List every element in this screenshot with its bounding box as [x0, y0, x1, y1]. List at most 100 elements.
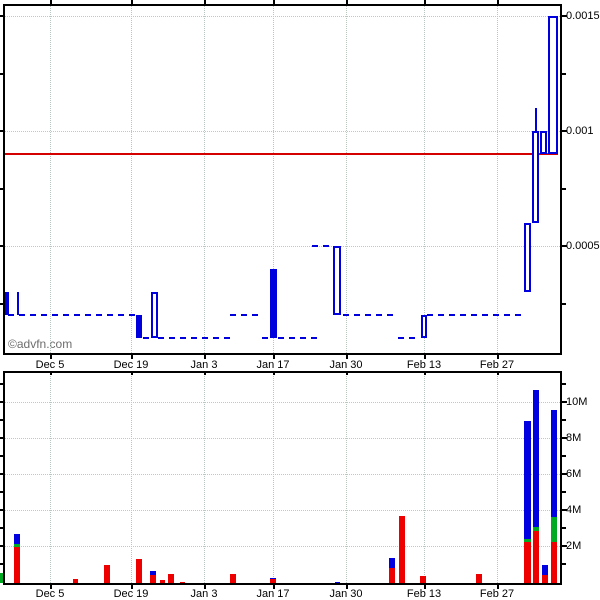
x-axis-tick — [273, 585, 275, 589]
price-vertical-gridline — [424, 6, 425, 353]
volume-bar-segment-red — [150, 574, 156, 583]
y-axis-tick — [562, 545, 567, 547]
volume-bar-segment-green — [550, 517, 557, 542]
y-axis-minor-tick — [0, 187, 3, 190]
volume-bar-segment-red — [550, 541, 557, 583]
volume-x-axis-label: Dec 5 — [35, 588, 65, 600]
volume-bar-segment-blue — [270, 577, 276, 580]
volume-bar-segment-green — [13, 544, 20, 547]
x-axis-tick — [424, 355, 426, 359]
y-axis-tick — [0, 437, 4, 439]
y-axis-tick — [562, 437, 567, 439]
x-axis-tick — [204, 355, 206, 359]
volume-vertical-gridline — [204, 373, 205, 583]
y-axis-minor-tick — [0, 72, 3, 75]
y-axis-minor-tick — [0, 563, 3, 565]
y-axis-tick — [0, 401, 4, 403]
y-axis-tick — [0, 15, 4, 17]
y-axis-minor-tick — [0, 302, 3, 305]
price-horizontal-gridline — [5, 16, 560, 17]
volume-bar-segment-blue — [388, 557, 395, 568]
price-y-axis-label: 0.0015 — [566, 10, 600, 22]
dashed-close-line — [343, 314, 395, 316]
dashed-close-line — [8, 314, 135, 316]
dashed-close-line — [427, 314, 523, 316]
volume-x-axis-label: Jan 17 — [256, 588, 290, 600]
y-axis-minor-tick — [0, 455, 3, 457]
x-axis-tick — [50, 585, 52, 589]
volume-y-axis-label: 10M — [566, 396, 588, 408]
advfn-watermark: ©advfn.com — [8, 337, 73, 351]
dashed-close-line — [262, 337, 269, 339]
y-axis-minor-tick — [562, 455, 566, 457]
dashed-close-line — [143, 337, 150, 339]
candle — [547, 16, 558, 154]
y-axis-minor-tick — [562, 419, 566, 421]
volume-horizontal-gridline — [5, 546, 560, 547]
volume-bar-segment-blue — [532, 390, 539, 528]
y-axis-tick — [0, 245, 4, 247]
reference-line — [5, 153, 558, 155]
x-axis-tick — [50, 371, 52, 375]
price-x-axis-label: Jan 30 — [329, 359, 363, 371]
price-x-axis-label: Feb 27 — [479, 359, 515, 371]
volume-y-axis-label: 2M — [566, 540, 582, 552]
price-plot-border — [3, 4, 562, 355]
volume-y-axis-label: 8M — [566, 432, 582, 444]
volume-vertical-gridline — [131, 373, 132, 583]
x-axis-tick — [204, 371, 206, 375]
volume-bar-segment-red — [13, 547, 20, 583]
candle — [332, 246, 341, 315]
y-axis-tick — [562, 245, 567, 247]
x-axis-tick — [346, 0, 348, 4]
x-axis-tick — [424, 371, 426, 375]
candle — [532, 131, 539, 223]
y-axis-tick — [0, 545, 4, 547]
x-axis-tick — [131, 371, 133, 375]
volume-bar-segment-blue — [542, 565, 548, 575]
price-x-axis-label: Dec 5 — [35, 359, 65, 371]
y-axis-minor-tick — [0, 491, 3, 493]
price-vertical-gridline — [273, 6, 274, 353]
x-axis-tick — [204, 585, 206, 589]
volume-y-axis-label: 6M — [566, 468, 582, 480]
x-axis-tick — [346, 371, 348, 375]
x-axis-tick — [50, 0, 52, 4]
price-vertical-gridline — [497, 6, 498, 353]
price-vertical-gridline — [346, 6, 347, 353]
volume-bar-segment-red — [167, 574, 174, 583]
y-axis-tick — [0, 473, 4, 475]
x-axis-tick — [131, 0, 133, 4]
y-axis-minor-tick — [0, 419, 3, 421]
y-axis-minor-tick — [562, 491, 566, 493]
dashed-close-line — [398, 337, 418, 339]
dashed-close-line — [230, 314, 260, 316]
x-axis-tick — [50, 355, 52, 359]
y-axis-tick — [562, 15, 567, 17]
volume-bar-segment-red — [103, 565, 110, 583]
volume-x-axis-label: Feb 13 — [406, 588, 442, 600]
y-axis-minor-tick — [562, 527, 566, 529]
x-axis-tick — [273, 371, 275, 375]
volume-horizontal-gridline — [5, 402, 560, 403]
x-axis-tick — [204, 0, 206, 4]
volume-bar-segment-red — [524, 541, 531, 583]
y-axis-tick — [562, 473, 567, 475]
volume-bar-segment-blue — [550, 410, 557, 518]
y-axis-minor-tick — [562, 72, 566, 75]
candle — [4, 292, 9, 315]
volume-y-axis-label: 4M — [566, 504, 582, 516]
volume-bar-segment-green — [0, 573, 4, 583]
volume-x-axis-label: Jan 30 — [329, 588, 363, 600]
dashed-close-line — [278, 337, 320, 339]
volume-horizontal-gridline — [5, 510, 560, 511]
price-vertical-gridline — [204, 6, 205, 353]
volume-x-axis-label: Feb 27 — [479, 588, 515, 600]
volume-bar-segment-blue — [335, 581, 340, 583]
x-axis-tick — [273, 0, 275, 4]
volume-x-axis-label: Jan 3 — [190, 588, 218, 600]
x-axis-tick — [424, 0, 426, 4]
x-axis-tick — [273, 355, 275, 359]
x-axis-tick — [346, 585, 348, 589]
